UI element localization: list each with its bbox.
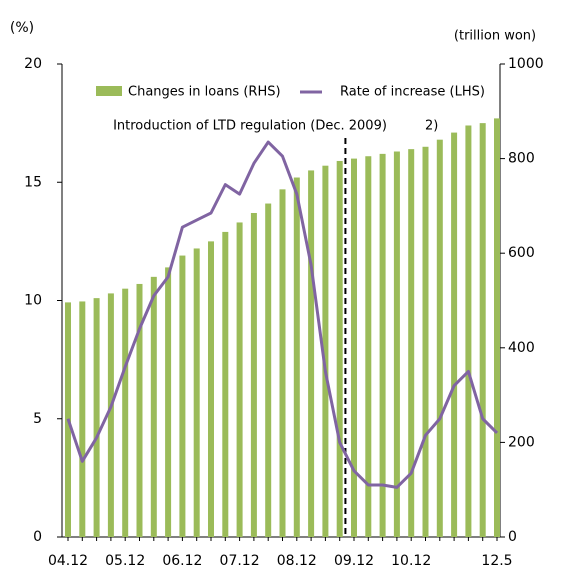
y2-tick-label: 200 xyxy=(508,434,535,450)
bar xyxy=(293,177,300,537)
bar xyxy=(379,153,386,537)
bar xyxy=(479,123,486,537)
bar xyxy=(465,125,472,538)
y2-axis-label: (trillion won) xyxy=(454,29,536,44)
bar xyxy=(365,156,372,538)
bar xyxy=(422,146,429,537)
y2-tick-label: 600 xyxy=(508,245,535,261)
legend-label: Rate of increase (LHS) xyxy=(340,85,485,100)
bar xyxy=(250,212,257,537)
x-tick-label: 07.12 xyxy=(220,553,260,569)
bar xyxy=(279,189,286,537)
y2-tick-label: 1000 xyxy=(508,56,544,72)
bar xyxy=(179,255,186,537)
bar xyxy=(308,170,315,538)
y2-tick-label: 0 xyxy=(508,529,517,545)
y-axis-label: (%) xyxy=(10,20,34,36)
y2-tick-label: 400 xyxy=(508,340,535,356)
bar xyxy=(150,276,157,537)
bar xyxy=(79,301,86,537)
annotation: Introduction of LTD regulation (Dec. 200… xyxy=(113,119,387,134)
x-tick-label: 10.12 xyxy=(391,553,431,569)
bar xyxy=(336,160,343,537)
x-tick-label: 12.5 xyxy=(481,553,512,569)
y-tick-label: 0 xyxy=(33,529,42,545)
legend-label: Changes in loans (RHS) xyxy=(128,85,281,100)
bar xyxy=(451,132,458,537)
x-tick-label: 04.12 xyxy=(48,553,88,569)
bar xyxy=(351,158,357,537)
x-tick-label: 08.12 xyxy=(277,553,317,569)
bar xyxy=(122,288,129,537)
y-tick-label: 15 xyxy=(24,174,42,190)
bar xyxy=(165,267,172,537)
bar xyxy=(193,248,200,537)
bar xyxy=(322,165,329,537)
bar xyxy=(107,293,114,537)
line xyxy=(66,140,499,489)
bar xyxy=(436,139,443,537)
bar xyxy=(393,151,400,537)
y-tick-label: 5 xyxy=(33,411,42,427)
y-tick-label: 20 xyxy=(24,56,42,72)
bar xyxy=(494,118,500,538)
x-tick-label: 06.12 xyxy=(162,553,202,569)
y2-tick-label: 800 xyxy=(508,151,535,167)
x-tick-label: 09.12 xyxy=(334,553,374,569)
bar xyxy=(265,203,272,537)
y-tick-label: 10 xyxy=(24,293,42,309)
bar xyxy=(93,298,100,537)
x-tick-label: 05.12 xyxy=(105,553,145,569)
bar xyxy=(236,222,243,537)
bar xyxy=(408,149,415,537)
bar xyxy=(222,231,229,538)
legend-swatch xyxy=(96,86,122,96)
footnote: 2) xyxy=(425,119,438,134)
bar xyxy=(208,241,214,537)
bar xyxy=(136,283,143,537)
